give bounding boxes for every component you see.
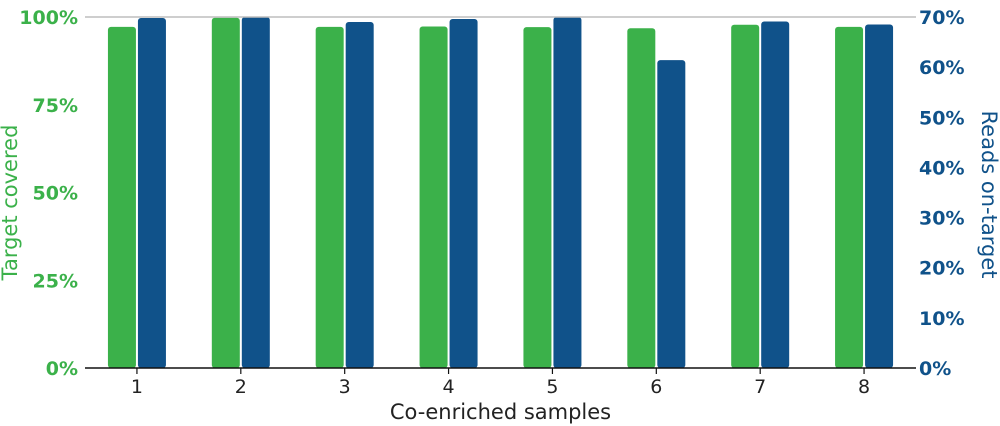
x-tick-label: 2 (235, 376, 247, 398)
axes-layer (85, 16, 916, 374)
reads-on-target-bar-6 (657, 60, 686, 368)
target-covered-bar-4 (419, 26, 448, 369)
y-left-tick-label: 0% (46, 358, 78, 380)
reads-on-target-bar-1 (137, 18, 166, 368)
y-right-tick-label: 10% (919, 308, 964, 330)
target-covered-bar-3 (315, 26, 344, 368)
bars-layer (107, 17, 894, 369)
x-tick-label: 1 (131, 376, 143, 398)
target-covered-bar-5 (523, 27, 552, 368)
y-left-tick-label: 75% (33, 95, 78, 117)
y-right-axis-title: Reads on-target (977, 111, 1000, 279)
x-tick-label: 4 (443, 376, 455, 398)
reads-on-target-bar-4 (449, 19, 478, 369)
x-tick-label: 6 (650, 376, 662, 398)
labels-layer: 1 2 3 4 5 6 7 8 0% 25% 50% 75% 100% 0% 10% 20% 30% 40% 50%… (0, 7, 1000, 424)
reads-on-target-bar-7 (761, 21, 790, 369)
reads-on-target-bar-3 (345, 22, 374, 369)
x-tick-label: 5 (546, 376, 558, 398)
y-right-tick-label: 20% (919, 258, 964, 280)
y-left-tick-label: 25% (33, 270, 78, 292)
x-tick-label: 3 (339, 376, 351, 398)
y-left-axis-title: Target covered (0, 125, 22, 282)
y-left-tick-label: 50% (33, 183, 78, 205)
target-covered-bar-6 (627, 28, 656, 369)
y-right-tick-label: 70% (919, 7, 964, 29)
target-covered-bar-7 (731, 24, 760, 369)
target-covered-bar-8 (835, 26, 864, 368)
target-covered-bar-1 (107, 26, 136, 368)
x-tick-label: 8 (858, 376, 870, 398)
target-covered-bar-2 (211, 17, 240, 369)
reads-on-target-bar-8 (865, 24, 894, 369)
x-axis-title: Co-enriched samples (390, 400, 611, 424)
reads-on-target-bar-5 (553, 17, 582, 368)
x-tick-label: 7 (754, 376, 766, 398)
reads-on-target-bar-2 (241, 17, 270, 368)
y-right-tick-label: 40% (919, 157, 964, 179)
y-right-tick-label: 50% (919, 107, 964, 129)
y-right-tick-label: 60% (919, 57, 964, 79)
y-right-tick-label: 30% (919, 208, 964, 230)
y-left-tick-label: 100% (19, 7, 78, 29)
y-right-tick-label: 0% (919, 358, 951, 380)
